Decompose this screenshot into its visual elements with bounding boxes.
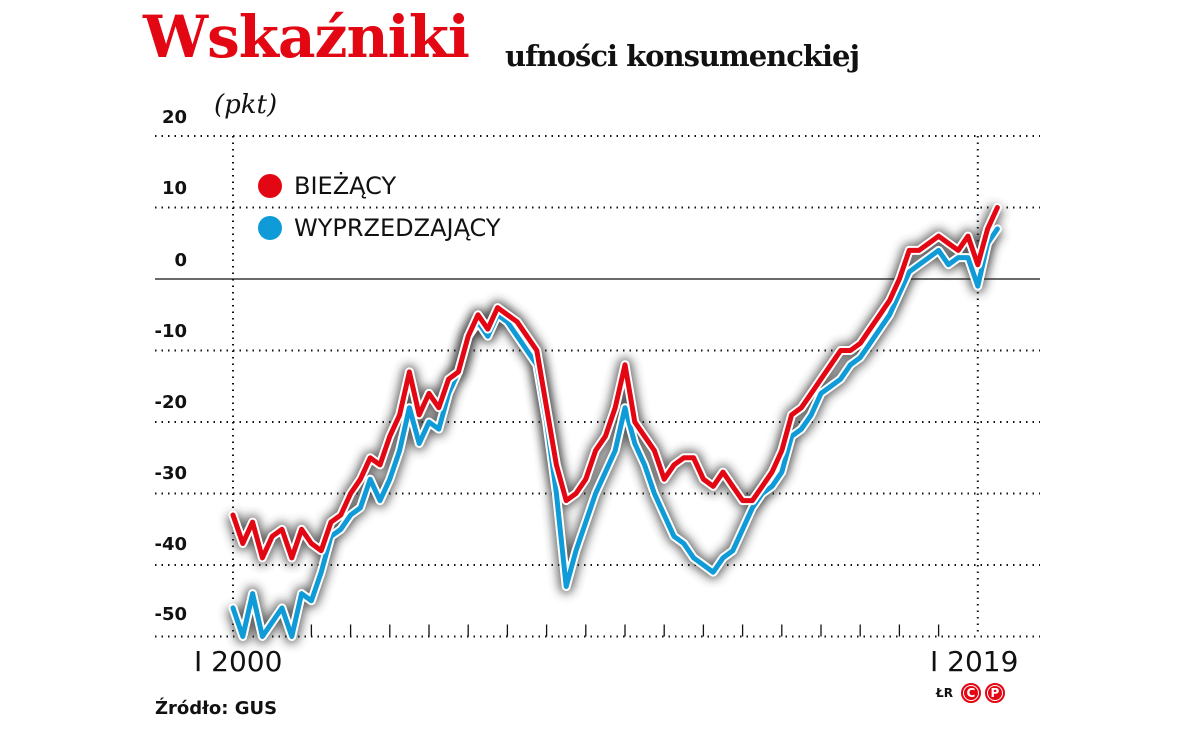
line-shadows <box>226 204 1004 644</box>
y-tick-label: 0 <box>174 250 187 271</box>
x-axis-ticks <box>310 624 940 637</box>
p-logo-icon: P <box>984 683 1005 703</box>
legend-item-wyprzedzajacy: WYPRZEDZAJĄCY <box>258 214 501 242</box>
legend-dot-red-icon <box>258 174 282 198</box>
data-lines <box>228 203 1002 641</box>
y-tick-label: 10 <box>161 178 187 199</box>
y-tick-label: -30 <box>154 463 187 484</box>
legend-label: WYPRZEDZAJĄCY <box>294 214 501 242</box>
y-tick-label: -40 <box>154 534 187 555</box>
c-logo-icon: C <box>960 683 981 703</box>
legend-item-biezacy: BIEŻĄCY <box>258 172 396 200</box>
y-tick-label: 20 <box>161 107 187 128</box>
series-line-wyprzedzajacy <box>230 226 1000 639</box>
y-axis-unit-label: (pkt) <box>214 90 278 120</box>
y-tick-label: -20 <box>154 392 187 413</box>
source-note: Źródło: GUS <box>155 698 278 719</box>
x-axis-end-label: I 2019 <box>930 645 1019 678</box>
series-line-biezacy <box>230 205 1000 561</box>
x-axis-start-label: I 2000 <box>194 645 283 678</box>
credit: ŁR C P <box>936 683 1005 703</box>
chart-subtitle: ufności konsumenckiej <box>505 39 860 73</box>
author-initials: ŁR <box>936 686 953 700</box>
y-tick-label: -10 <box>154 321 187 342</box>
chart-title: Wskaźniki <box>143 3 470 71</box>
y-tick-label: -50 <box>154 604 187 625</box>
legend-dot-blue-icon <box>258 216 282 240</box>
legend-label: BIEŻĄCY <box>294 172 397 200</box>
